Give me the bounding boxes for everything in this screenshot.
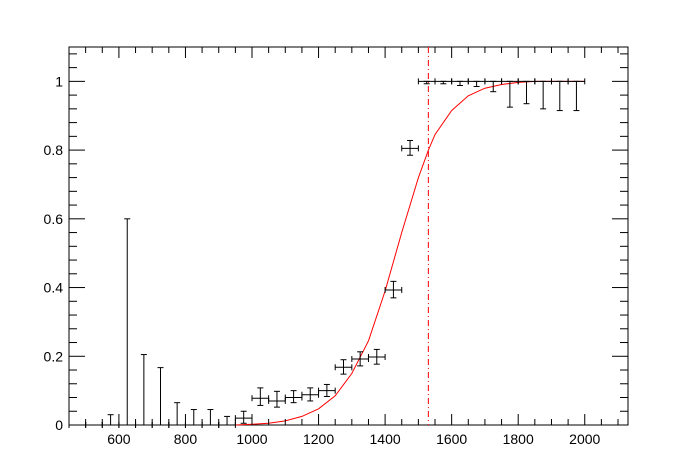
x-tick-label: 1200 (303, 431, 334, 447)
y-tick-label: 0.2 (44, 348, 64, 364)
data-point (384, 280, 403, 299)
axes: 600 800 1000 1200 1400 1600 1800 2000 0 0.2 0.4 0.6… (44, 47, 628, 447)
x-tick-label: 600 (107, 431, 131, 447)
data-point (135, 354, 153, 428)
x-tick-label: 1800 (503, 431, 534, 447)
data-point (85, 422, 103, 428)
x-tick-label: 1400 (370, 431, 401, 447)
x-tick-label: 1000 (236, 431, 267, 447)
fit-curve (69, 80, 585, 426)
data-point (434, 78, 453, 85)
plot-area (68, 46, 629, 426)
x-tick-label: 800 (174, 431, 198, 447)
x-tick-label: 1600 (436, 431, 467, 447)
data-point (118, 218, 137, 428)
data-point (467, 78, 486, 88)
data-point (334, 359, 353, 375)
y-tick-label: 0.4 (44, 280, 64, 296)
data-point (168, 402, 186, 428)
plot-frame (68, 46, 629, 426)
data-point (534, 78, 552, 110)
data-point (567, 78, 586, 112)
data-point (367, 348, 386, 365)
data-point (218, 415, 236, 428)
x-tick-label: 2000 (569, 431, 600, 447)
data-point (451, 78, 469, 86)
y-tick-label: 0.6 (44, 211, 64, 227)
y-tick-label: 1 (55, 73, 63, 89)
data-point (301, 387, 320, 402)
data-point (201, 409, 220, 428)
data-point (151, 367, 170, 428)
data-point (251, 387, 270, 406)
data-point (550, 78, 569, 112)
y-tick-label: 0.8 (44, 142, 64, 158)
data-point (517, 78, 536, 105)
data-point (101, 414, 120, 428)
data-point (268, 390, 286, 408)
data-point (184, 409, 203, 428)
data-points-group (68, 78, 586, 428)
data-point (417, 78, 436, 85)
data-point (318, 383, 336, 397)
data-point (284, 390, 303, 404)
y-tick-label: 0 (55, 417, 63, 433)
data-point (351, 351, 369, 367)
data-point (234, 410, 253, 424)
fit-curve-group (69, 80, 585, 426)
data-point (401, 139, 419, 156)
